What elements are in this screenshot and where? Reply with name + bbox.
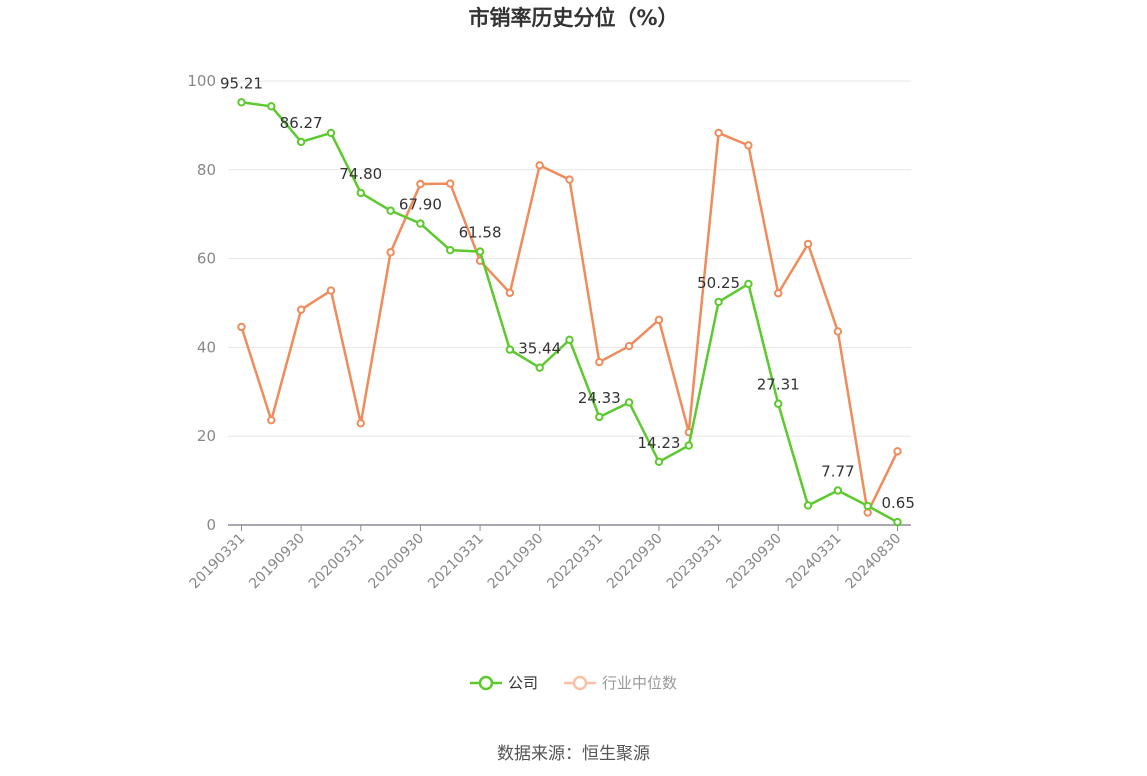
chart-title: 市销率历史分位（%）: [468, 6, 679, 30]
data-point[interactable]: [595, 357, 604, 367]
data-point[interactable]: [267, 416, 276, 425]
x-tick-label: 20210331: [425, 531, 487, 593]
data-point[interactable]: [833, 486, 843, 495]
data-point[interactable]: [446, 179, 455, 188]
data-point[interactable]: [565, 335, 574, 345]
data-point[interactable]: [535, 363, 544, 372]
data-point[interactable]: [237, 322, 246, 332]
data-point[interactable]: [744, 141, 753, 150]
x-tick-label: 20210930: [485, 531, 547, 593]
legend-marker: [572, 675, 588, 690]
data-point[interactable]: [893, 447, 902, 456]
x-tick-label: 20190930: [246, 531, 308, 593]
data-point[interactable]: [535, 161, 544, 170]
data-label: 86.27: [280, 114, 323, 132]
data-point[interactable]: [863, 501, 872, 511]
data-label: 35.44: [518, 340, 561, 358]
legend-label: 行业中位数: [602, 674, 678, 692]
y-tick-label: 40: [197, 338, 216, 356]
data-label: 24.33: [578, 389, 621, 407]
data-point[interactable]: [714, 297, 723, 307]
data-point[interactable]: [237, 98, 246, 107]
data-point[interactable]: [296, 137, 306, 147]
data-label: 67.90: [399, 196, 442, 214]
data-point[interactable]: [833, 327, 843, 336]
data-point[interactable]: [595, 412, 604, 422]
y-tick-label: 100: [187, 72, 216, 90]
data-point[interactable]: [505, 345, 515, 354]
data-point[interactable]: [624, 398, 634, 407]
data-point[interactable]: [774, 289, 783, 298]
legend-item[interactable]: 公司: [469, 672, 538, 693]
data-point[interactable]: [356, 188, 365, 198]
data-point[interactable]: [893, 517, 902, 527]
legend-swatch-icon: [469, 675, 502, 690]
data-point[interactable]: [803, 501, 813, 510]
data-label: 27.31: [757, 376, 800, 394]
data-point[interactable]: [326, 128, 336, 138]
legend: 公司 行业中位数: [0, 672, 1147, 693]
data-point[interactable]: [416, 219, 425, 228]
data-source: 数据来源：恒生聚源: [497, 744, 650, 764]
data-point[interactable]: [624, 341, 634, 351]
y-tick-label: 0: [206, 516, 216, 534]
data-point[interactable]: [774, 399, 783, 408]
data-point[interactable]: [654, 457, 664, 467]
data-point[interactable]: [356, 419, 365, 428]
y-tick-label: 20: [197, 427, 216, 445]
data-point[interactable]: [505, 288, 515, 297]
x-tick-label: 20200930: [366, 531, 428, 593]
x-tick-label: 20230331: [664, 531, 726, 593]
legend-item[interactable]: 行业中位数: [564, 672, 677, 693]
data-point[interactable]: [654, 315, 664, 325]
data-point[interactable]: [475, 247, 485, 256]
legend-swatch-icon: [564, 675, 596, 690]
data-point[interactable]: [386, 248, 395, 257]
legend-label: 公司: [507, 674, 538, 692]
data-point[interactable]: [565, 175, 574, 184]
y-tick-label: 80: [197, 161, 216, 179]
x-tick-label: 20190331: [187, 531, 249, 593]
data-point[interactable]: [863, 508, 872, 517]
x-tick-label: 20240331: [783, 531, 845, 593]
data-point[interactable]: [684, 441, 693, 450]
data-label: 7.77: [821, 463, 854, 481]
x-tick-label: 20230930: [723, 531, 785, 593]
x-tick-label: 20220930: [604, 531, 666, 593]
data-point[interactable]: [803, 239, 813, 249]
data-point[interactable]: [296, 305, 306, 314]
data-point[interactable]: [326, 286, 336, 295]
x-tick-label: 20220331: [544, 531, 606, 593]
x-tick-label: 20240830: [843, 531, 905, 593]
data-label: 0.65: [882, 494, 915, 512]
data-point[interactable]: [416, 179, 425, 189]
data-label: 61.58: [459, 224, 502, 242]
x-tick-label: 20200331: [306, 531, 368, 593]
data-point[interactable]: [744, 279, 753, 289]
data-label: 74.80: [339, 165, 382, 183]
y-tick-label: 60: [197, 250, 216, 268]
data-label: 95.21: [220, 74, 263, 92]
data-label: 14.23: [637, 434, 680, 452]
series-line-1: [240, 131, 899, 514]
data-point[interactable]: [386, 206, 395, 215]
legend-marker: [478, 675, 494, 690]
data-point[interactable]: [267, 102, 276, 111]
data-label: 50.25: [697, 274, 740, 292]
data-point[interactable]: [446, 245, 455, 255]
data-point[interactable]: [714, 128, 723, 138]
